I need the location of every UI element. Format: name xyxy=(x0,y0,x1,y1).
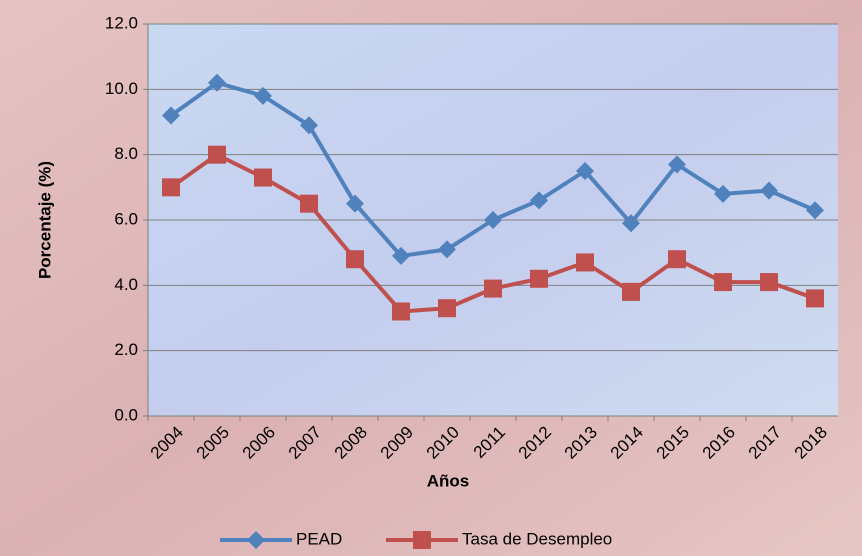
marker xyxy=(346,194,364,213)
legend-label: Tasa de Desempleo xyxy=(462,529,612,548)
marker xyxy=(162,178,180,197)
marker xyxy=(760,273,778,292)
marker xyxy=(668,155,686,174)
legend-label: PEAD xyxy=(296,529,342,548)
y-tick-label: 0.0 xyxy=(114,405,138,424)
marker xyxy=(346,250,364,269)
marker xyxy=(392,302,410,321)
marker xyxy=(806,289,824,308)
marker xyxy=(254,168,272,187)
marker xyxy=(208,145,226,164)
marker xyxy=(208,73,226,92)
legend-marker xyxy=(247,531,265,549)
x-axis-title: Años xyxy=(427,471,470,490)
marker xyxy=(806,201,824,220)
marker xyxy=(530,191,548,210)
marker xyxy=(576,162,594,180)
marker xyxy=(438,240,456,259)
y-axis-title: Porcentaje (%) xyxy=(35,161,54,279)
marker xyxy=(484,279,502,298)
marker xyxy=(668,250,686,269)
marker xyxy=(392,246,410,265)
legend-marker xyxy=(413,531,431,549)
y-tick-label: 12.0 xyxy=(105,13,138,32)
marker xyxy=(530,269,548,288)
marker xyxy=(714,273,732,292)
y-tick-label: 2.0 xyxy=(114,340,138,359)
y-tick-label: 6.0 xyxy=(114,209,138,228)
y-tick-label: 4.0 xyxy=(114,275,138,294)
marker xyxy=(438,299,456,318)
marker xyxy=(714,184,732,203)
marker xyxy=(622,214,640,233)
marker xyxy=(300,194,318,213)
marker xyxy=(162,106,180,125)
marker xyxy=(300,116,318,135)
marker xyxy=(484,211,502,229)
marker xyxy=(254,86,272,105)
y-tick-label: 10.0 xyxy=(105,79,138,98)
marker xyxy=(622,282,640,301)
marker xyxy=(576,253,594,272)
marker xyxy=(760,181,778,200)
y-tick-label: 8.0 xyxy=(114,144,138,163)
